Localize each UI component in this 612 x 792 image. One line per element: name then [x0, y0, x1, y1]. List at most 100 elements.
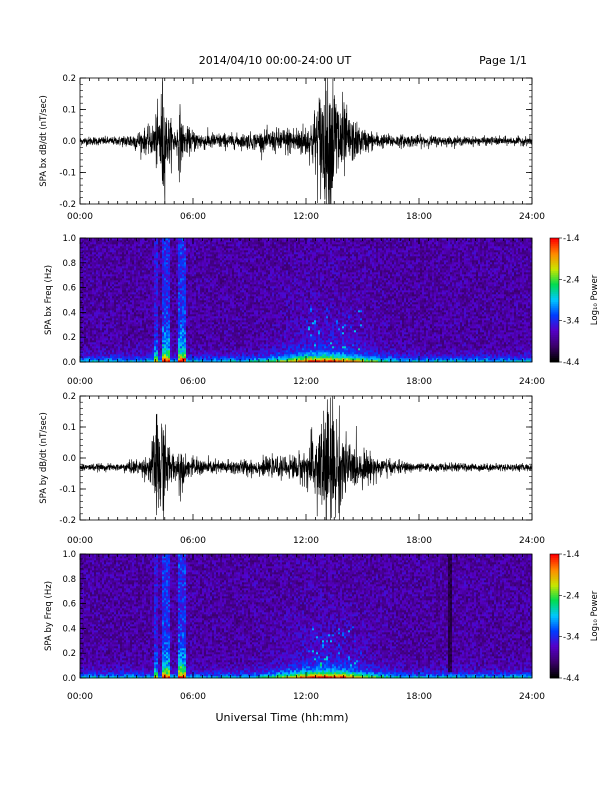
heatmap-cell	[232, 344, 235, 347]
heatmap-cell	[92, 268, 95, 271]
heatmap-cell	[118, 302, 121, 305]
heatmap-cell	[222, 332, 225, 335]
heatmap-cell	[120, 336, 123, 339]
heatmap-cell	[214, 282, 217, 285]
heatmap-cell	[230, 330, 233, 333]
heatmap-cell	[184, 238, 187, 241]
heatmap-cell	[92, 340, 95, 343]
heatmap-cell	[192, 338, 195, 341]
heatmap-cell	[114, 296, 117, 299]
heatmap-cell	[180, 284, 183, 287]
heatmap-cell	[214, 306, 217, 309]
heatmap-cell	[168, 260, 171, 263]
heatmap-cell	[176, 252, 179, 255]
heatmap-cell	[228, 348, 231, 351]
heatmap-cell	[166, 326, 169, 329]
heatmap-cell	[174, 244, 177, 247]
heatmap-cell	[138, 322, 141, 325]
heatmap-cell	[124, 334, 127, 337]
heatmap-cell	[228, 266, 231, 269]
heatmap-cell	[90, 292, 93, 295]
heatmap-cell	[124, 258, 127, 261]
heatmap-cell	[160, 308, 163, 311]
heatmap-cell	[190, 308, 193, 311]
heatmap-cell	[108, 242, 111, 245]
heatmap-cell	[178, 340, 181, 343]
heatmap-cell	[106, 260, 109, 263]
heatmap-cell	[212, 312, 215, 315]
heatmap-cell	[108, 268, 111, 271]
heatmap-cell	[106, 300, 109, 303]
heatmap-cell	[216, 340, 219, 343]
heatmap-cell	[226, 342, 229, 345]
heatmap-cell	[80, 286, 83, 289]
heatmap-cell	[88, 298, 91, 301]
heatmap-cell	[198, 280, 201, 283]
heatmap-cell	[88, 356, 91, 359]
heatmap-cell	[84, 260, 87, 263]
heatmap-cell	[232, 266, 235, 269]
heatmap-cell	[116, 318, 119, 321]
heatmap-cell	[140, 344, 143, 347]
heatmap-cell	[158, 350, 161, 353]
heatmap-cell	[204, 298, 207, 301]
heatmap-cell	[150, 244, 153, 247]
heatmap-cell	[200, 334, 203, 337]
heatmap-cell	[106, 256, 109, 259]
heatmap-cell	[224, 298, 227, 301]
heatmap-cell	[124, 358, 127, 361]
heatmap-cell	[222, 284, 225, 287]
heatmap-cell	[202, 246, 205, 249]
heatmap-cell	[136, 322, 139, 325]
heatmap-cell	[110, 356, 113, 359]
heatmap-cell	[194, 322, 197, 325]
heatmap-cell	[144, 246, 147, 249]
heatmap-cell	[130, 292, 133, 295]
heatmap-cell	[120, 324, 123, 327]
heatmap-cell	[196, 324, 199, 327]
heatmap-cell	[164, 276, 167, 279]
heatmap-cell	[182, 260, 185, 263]
heatmap-cell	[204, 332, 207, 335]
heatmap-cell	[178, 256, 181, 259]
heatmap-cell	[172, 278, 175, 281]
heatmap-cell	[188, 242, 191, 245]
heatmap-cell	[132, 268, 135, 271]
heatmap-cell	[210, 244, 213, 247]
heatmap-cell	[172, 296, 175, 299]
heatmap-cell	[118, 330, 121, 333]
heatmap-cell	[118, 292, 121, 295]
heatmap-cell	[216, 310, 219, 313]
heatmap-cell	[128, 282, 131, 285]
heatmap-cell	[194, 348, 197, 351]
heatmap-cell	[210, 260, 213, 263]
heatmap-cell	[214, 274, 217, 277]
heatmap-cell	[192, 316, 195, 319]
heatmap-cell	[90, 326, 93, 329]
heatmap-cell	[142, 266, 145, 269]
heatmap-cell	[194, 334, 197, 337]
heatmap-cell	[140, 294, 143, 297]
heatmap-cell	[98, 302, 101, 305]
heatmap-cell	[110, 330, 113, 333]
heatmap-cell	[134, 280, 137, 283]
heatmap-cell	[110, 352, 113, 355]
heatmap-cell	[160, 342, 163, 345]
heatmap-cell	[196, 306, 199, 309]
heatmap-cell	[126, 260, 129, 263]
heatmap-cell	[150, 284, 153, 287]
heatmap-cell	[214, 262, 217, 265]
heatmap-cell	[122, 308, 125, 311]
heatmap-cell	[132, 344, 135, 347]
heatmap-cell	[90, 280, 93, 283]
heatmap-cell	[200, 358, 203, 361]
heatmap-cell	[120, 240, 123, 243]
heatmap-cell	[192, 284, 195, 287]
heatmap-cell	[218, 300, 221, 303]
heatmap-cell	[96, 262, 99, 265]
heatmap-cell	[182, 326, 185, 329]
heatmap-cell	[218, 352, 221, 355]
heatmap-cell	[196, 350, 199, 353]
heatmap-cell	[234, 270, 237, 273]
heatmap-cell	[194, 248, 197, 251]
